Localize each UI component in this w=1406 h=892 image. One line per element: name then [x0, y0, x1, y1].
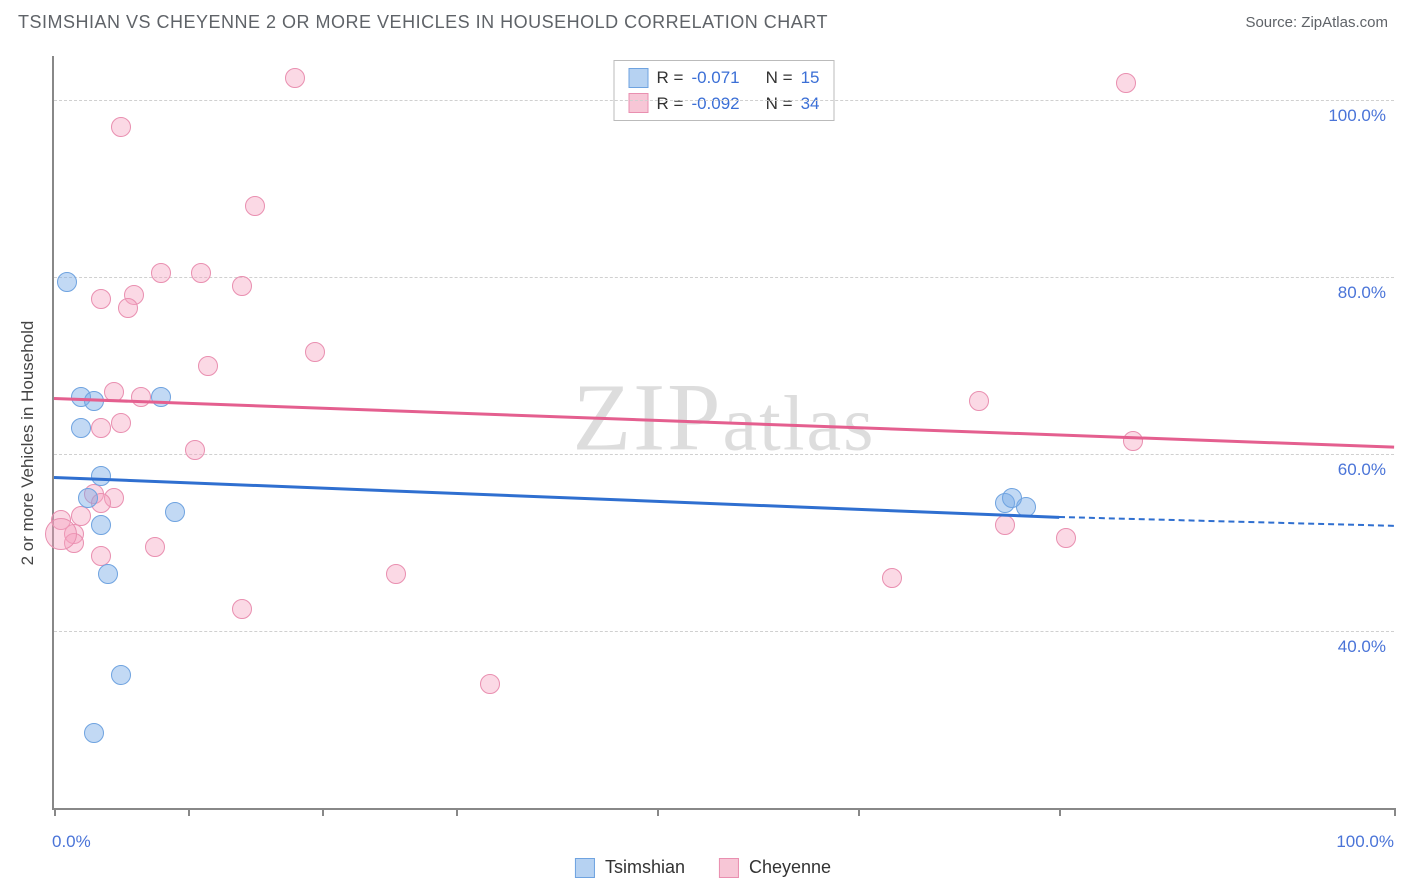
stat-row-tsimshian: R = -0.071 N = 15 — [629, 65, 820, 91]
plot-area: ZIPatlas R = -0.071 N = 15 R = -0.092 N … — [52, 56, 1394, 810]
x-tick — [657, 808, 659, 816]
swatch-cheyenne — [629, 93, 649, 113]
scatter-point-cheyenne — [232, 599, 252, 619]
scatter-point-tsimshian — [57, 272, 77, 292]
n-value-cheyenne: 34 — [801, 91, 820, 117]
scatter-point-cheyenne — [185, 440, 205, 460]
scatter-point-cheyenne — [480, 674, 500, 694]
y-tick-label: 40.0% — [1338, 637, 1386, 657]
x-tick — [54, 808, 56, 816]
scatter-point-tsimshian — [91, 466, 111, 486]
swatch-tsimshian — [629, 68, 649, 88]
x-tick — [188, 808, 190, 816]
scatter-point-cheyenne — [111, 117, 131, 137]
scatter-point-cheyenne — [91, 289, 111, 309]
scatter-point-cheyenne-large — [45, 518, 77, 550]
scatter-point-cheyenne — [386, 564, 406, 584]
source-attribution: Source: ZipAtlas.com — [1245, 14, 1388, 31]
scatter-point-tsimshian — [111, 665, 131, 685]
n-value-tsimshian: 15 — [801, 65, 820, 91]
r-value-cheyenne: -0.092 — [691, 91, 739, 117]
scatter-point-cheyenne — [1056, 528, 1076, 548]
bottom-legend: Tsimshian Cheyenne — [575, 857, 831, 878]
scatter-point-tsimshian — [165, 502, 185, 522]
legend-label-cheyenne: Cheyenne — [749, 857, 831, 878]
x-tick — [456, 808, 458, 816]
scatter-point-tsimshian — [71, 418, 91, 438]
legend-item-cheyenne: Cheyenne — [719, 857, 831, 878]
legend-swatch-cheyenne — [719, 858, 739, 878]
x-tick — [322, 808, 324, 816]
trend-line-cheyenne — [54, 397, 1394, 448]
x-tick — [1394, 808, 1396, 816]
scatter-point-cheyenne — [191, 263, 211, 283]
chart-container: 2 or more Vehicles in Household ZIPatlas… — [38, 56, 1394, 830]
scatter-point-cheyenne — [91, 418, 111, 438]
scatter-point-cheyenne — [118, 298, 138, 318]
y-tick-label: 100.0% — [1328, 106, 1386, 126]
gridline-h — [54, 100, 1394, 101]
r-value-tsimshian: -0.071 — [691, 65, 739, 91]
chart-title: TSIMSHIAN VS CHEYENNE 2 OR MORE VEHICLES… — [18, 12, 828, 33]
scatter-point-tsimshian — [84, 723, 104, 743]
scatter-point-cheyenne — [232, 276, 252, 296]
trend-line-tsimshian-dash — [1059, 516, 1394, 527]
n-label: N = — [766, 65, 793, 91]
scatter-point-cheyenne — [1116, 73, 1136, 93]
n-label: N = — [766, 91, 793, 117]
gridline-h — [54, 631, 1394, 632]
scatter-point-cheyenne — [305, 342, 325, 362]
gridline-h — [54, 454, 1394, 455]
scatter-point-cheyenne — [995, 515, 1015, 535]
scatter-point-cheyenne — [969, 391, 989, 411]
scatter-point-tsimshian — [1002, 488, 1022, 508]
legend-label-tsimshian: Tsimshian — [605, 857, 685, 878]
scatter-point-cheyenne — [1123, 431, 1143, 451]
scatter-point-cheyenne — [285, 68, 305, 88]
scatter-point-tsimshian — [78, 488, 98, 508]
scatter-point-cheyenne — [111, 413, 131, 433]
gridline-h — [54, 277, 1394, 278]
y-axis-label: 2 or more Vehicles in Household — [18, 321, 38, 566]
correlation-stat-box: R = -0.071 N = 15 R = -0.092 N = 34 — [614, 60, 835, 121]
scatter-point-tsimshian — [98, 564, 118, 584]
x-tick-label-min: 0.0% — [52, 832, 91, 852]
stat-row-cheyenne: R = -0.092 N = 34 — [629, 91, 820, 117]
scatter-point-cheyenne — [882, 568, 902, 588]
x-tick — [1059, 808, 1061, 816]
legend-swatch-tsimshian — [575, 858, 595, 878]
scatter-point-cheyenne — [131, 387, 151, 407]
x-tick — [858, 808, 860, 816]
scatter-point-cheyenne — [245, 196, 265, 216]
trend-line-tsimshian — [54, 476, 1059, 518]
scatter-point-tsimshian — [91, 515, 111, 535]
x-tick-label-max: 100.0% — [1336, 832, 1394, 852]
r-label: R = — [657, 91, 684, 117]
legend-item-tsimshian: Tsimshian — [575, 857, 685, 878]
y-tick-label: 80.0% — [1338, 283, 1386, 303]
y-tick-label: 60.0% — [1338, 460, 1386, 480]
scatter-point-cheyenne — [145, 537, 165, 557]
scatter-point-cheyenne — [151, 263, 171, 283]
r-label: R = — [657, 65, 684, 91]
scatter-point-cheyenne — [198, 356, 218, 376]
